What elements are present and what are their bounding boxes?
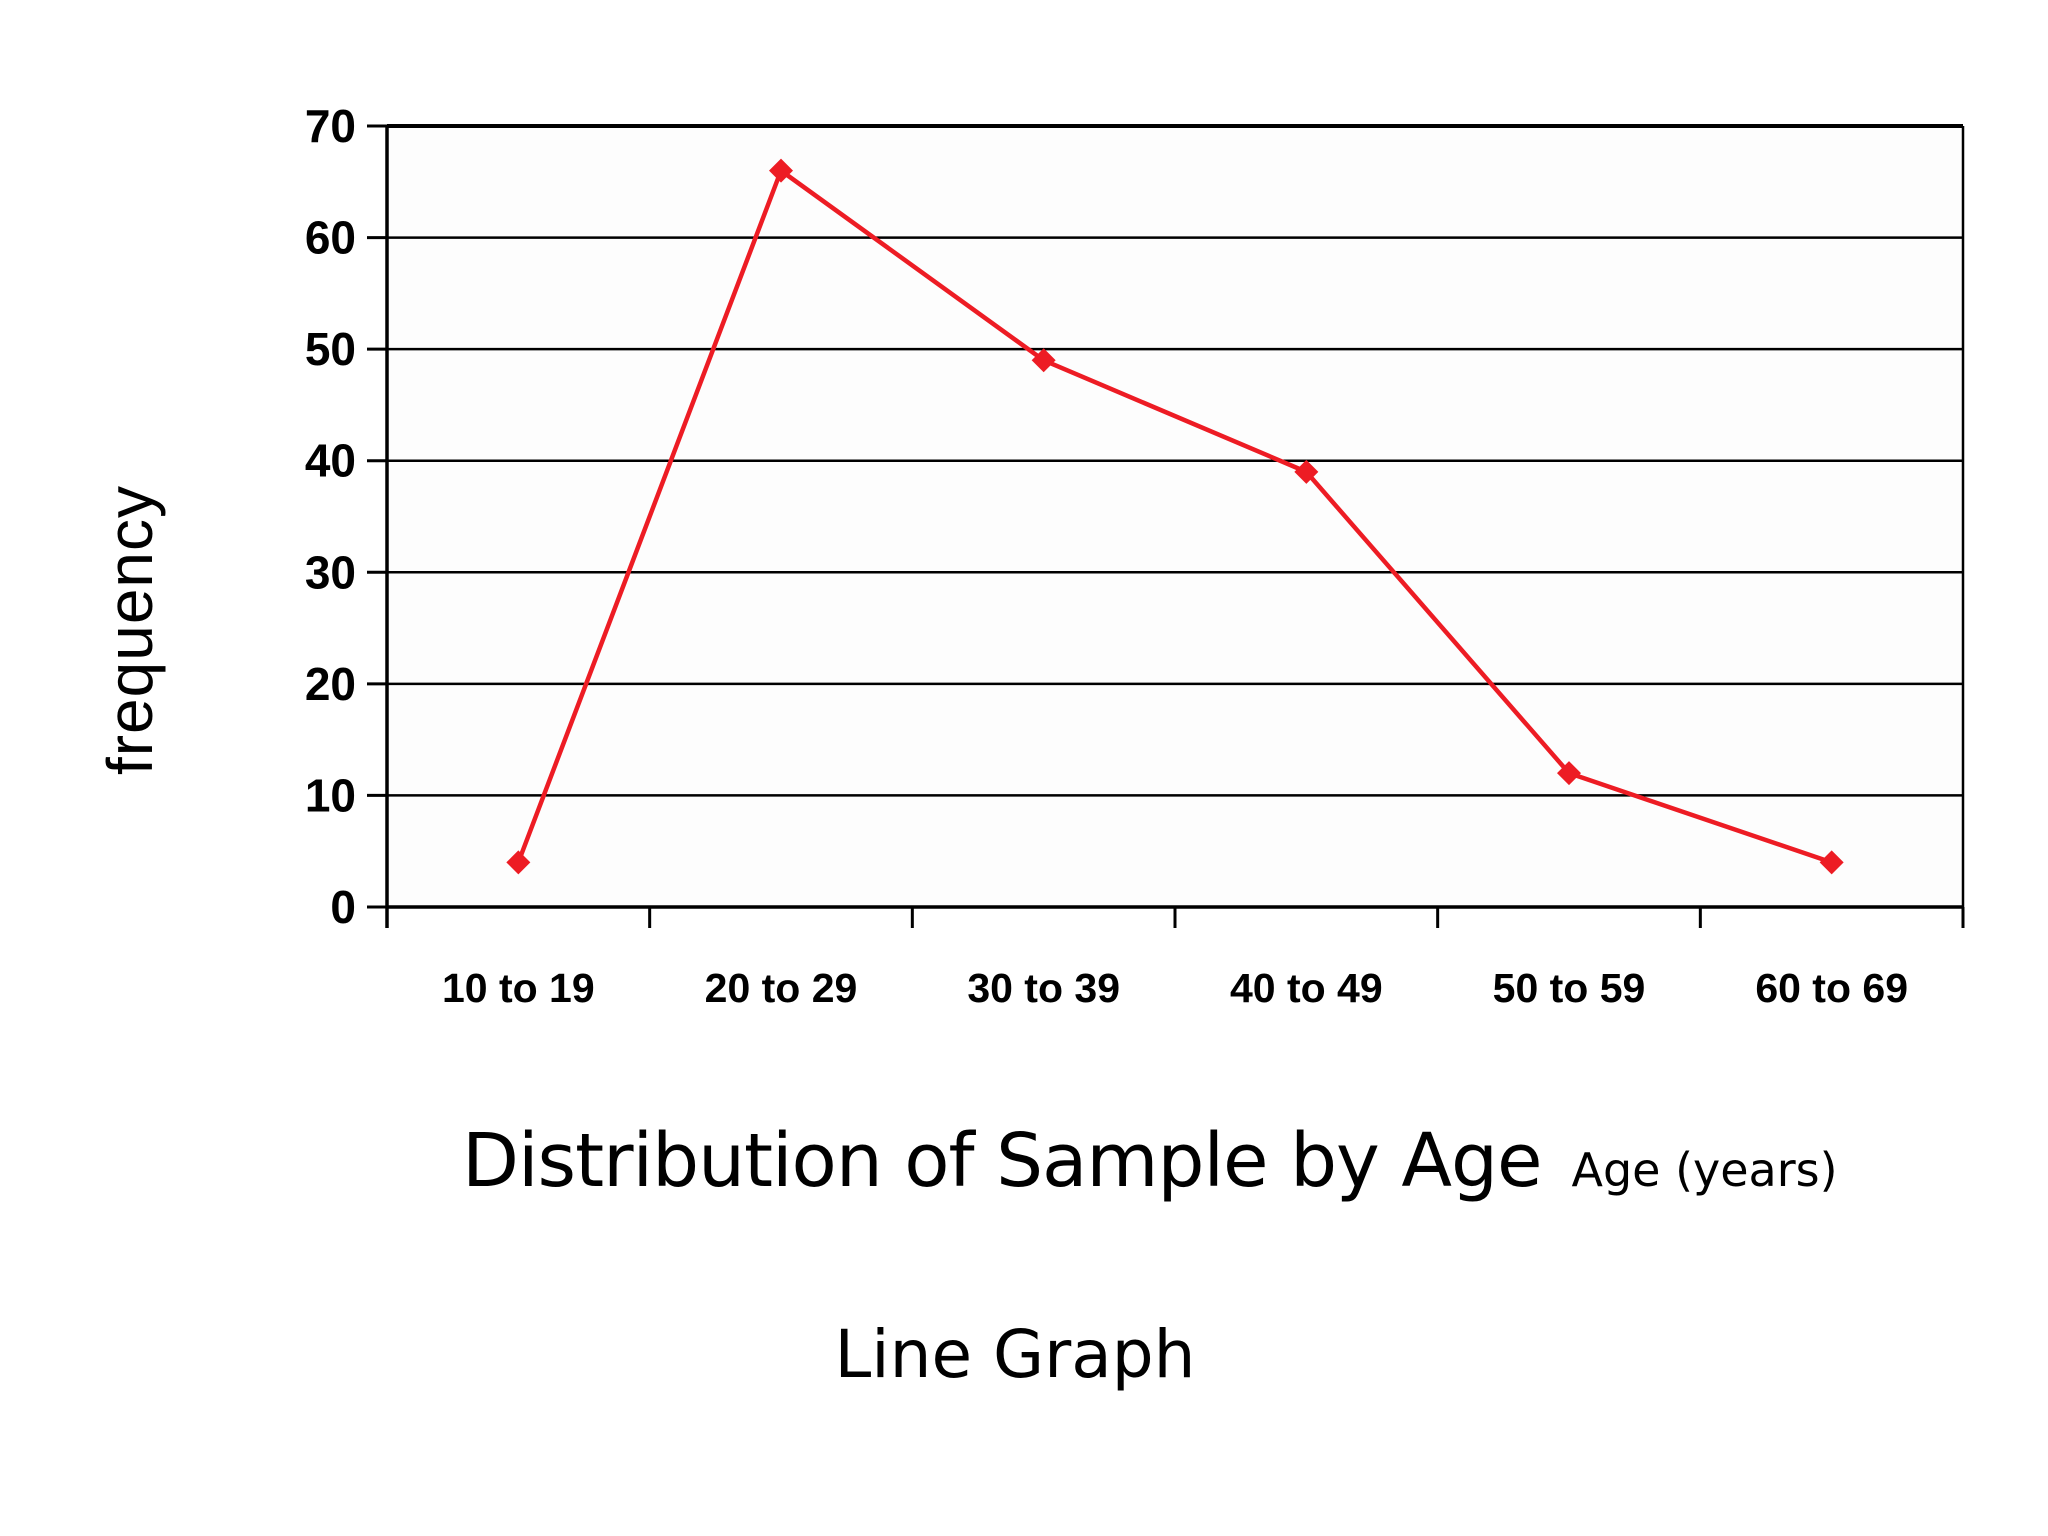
y-tick-label: 40	[305, 435, 356, 487]
data-point-marker	[769, 158, 793, 183]
y-tick-label: 70	[305, 100, 356, 152]
x-category-label: 10 to 19	[442, 965, 595, 1011]
data-point-marker	[1557, 761, 1581, 786]
y-tick-label: 10	[305, 769, 356, 821]
x-category-label: 60 to 69	[1755, 965, 1908, 1011]
line-chart-canvas: 0 10 20 30 40 50 60 70 10 to 19 20 to 29 30 to 39 4…	[305, 100, 1965, 1011]
x-category-label: 40 to 49	[1230, 965, 1383, 1011]
series-line	[516, 168, 1833, 865]
x-category-label: 20 to 29	[705, 965, 858, 1011]
data-point-marker	[1294, 459, 1319, 484]
data-point-marker	[506, 850, 531, 875]
data-point-marker	[1819, 850, 1844, 875]
chart-title-row: Distribution of Sample by Age Age (years…	[462, 1118, 1838, 1204]
y-tick-label: 50	[305, 323, 356, 375]
y-tick-label: 20	[305, 658, 356, 710]
chart-title: Distribution of Sample by Age	[462, 1118, 1542, 1204]
y-tick-label: 30	[305, 546, 356, 598]
x-category-label: 30 to 39	[967, 965, 1120, 1011]
y-tick-label: 0	[330, 881, 356, 933]
plot-area	[387, 126, 1963, 907]
x-category-label: 50 to 59	[1493, 965, 1646, 1011]
chart-caption: Line Graph	[834, 1316, 1196, 1393]
x-axis-title: Age (years)	[1571, 1143, 1838, 1197]
y-tick-label: 60	[305, 212, 356, 264]
data-point-marker	[1031, 348, 1056, 373]
